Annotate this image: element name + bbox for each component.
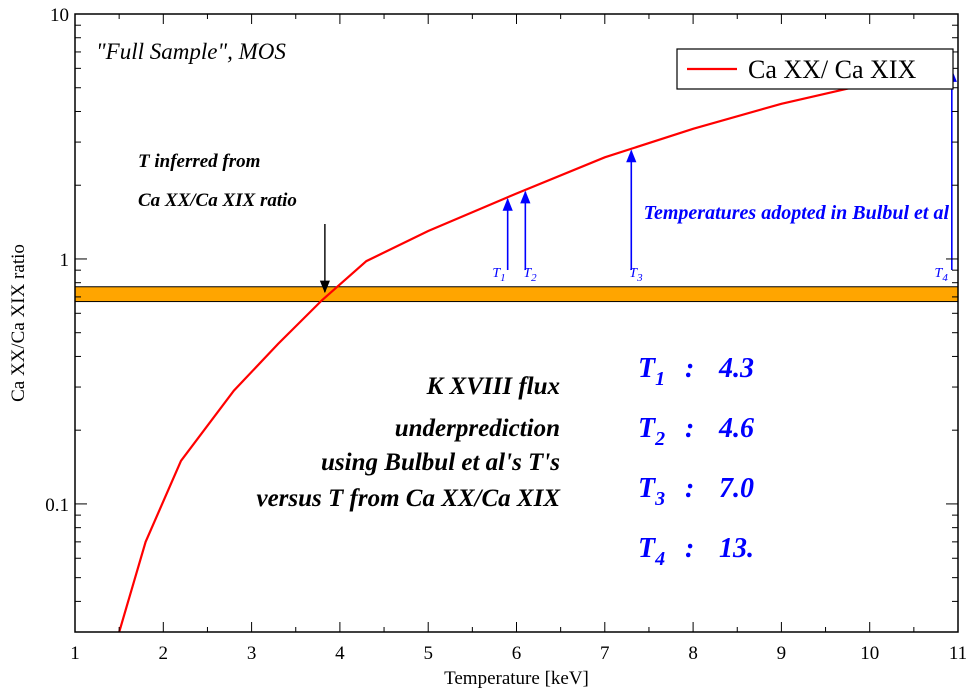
temperature-value-name-1: T1 — [638, 353, 665, 390]
temperature-value-name-3: T3 — [638, 473, 665, 510]
adopted-temperature-label-1: T1 — [492, 266, 505, 284]
adopted-temperature-label-3: T3 — [629, 266, 643, 284]
x-tick-label-2: 2 — [159, 643, 169, 664]
x-tick-label-1: 1 — [70, 643, 80, 664]
axes-layer: 1 2 3 4 5 6 7 8 9 10 11 0.1 1 10 Temperature [keV] Ca X… — [8, 5, 967, 689]
y-tick-label-1: 1 — [60, 250, 70, 271]
flux-note-line-2: underprediction — [395, 415, 560, 442]
adopted-temperature-label-4: T4 — [935, 266, 949, 284]
annotation-layer: T1 T2 T3 T4 — [319, 69, 957, 294]
band-layer — [75, 286, 958, 303]
temperature-value-number-3: 7.0 — [719, 473, 754, 504]
x-tick-label-4: 4 — [335, 643, 345, 664]
corner-label: "Full Sample", MOS — [96, 39, 286, 64]
temperature-value-number-1: 4.3 — [718, 353, 754, 384]
text-layer: Ca XX/ Ca XIX "Full Sample", MOS T inferre… — [96, 39, 954, 570]
inferred-annotation-line-2: Ca XX/Ca XIX ratio — [138, 190, 297, 211]
legend: Ca XX/ Ca XIX — [676, 48, 954, 90]
x-tick-label-8: 8 — [688, 643, 698, 664]
x-tick-label-6: 6 — [512, 643, 522, 664]
x-tick-label-5: 5 — [423, 643, 433, 664]
x-tick-label-9: 9 — [777, 643, 787, 664]
series-layer — [118, 67, 950, 632]
temperature-value-name-4: T4 — [638, 533, 665, 570]
plot-background — [75, 14, 958, 632]
series-line-0 — [118, 67, 950, 632]
temperature-value-row-1: T1:4.3 — [638, 353, 754, 390]
temperature-band — [75, 286, 958, 303]
y-tick-label-10: 10 — [50, 5, 69, 26]
x-axis-label: Temperature [keV] — [444, 668, 589, 689]
temperature-value-row-3: T3:7.0 — [638, 473, 754, 510]
temperature-value-sep-2: : — [685, 413, 694, 444]
flux-note-line-4: versus T from Ca XX/Ca XIX — [256, 485, 561, 512]
x-tick-label-7: 7 — [600, 643, 610, 664]
temperature-value-name-2: T2 — [638, 413, 665, 450]
temperature-value-number-2: 4.6 — [718, 413, 754, 444]
temperature-value-sep-3: : — [685, 473, 694, 504]
temperature-value-sep-4: : — [685, 533, 694, 564]
y-axis-label: Ca XX/Ca XIX ratio — [8, 244, 29, 402]
legend-entry-0: Ca XX/ Ca XIX — [748, 55, 916, 84]
temperature-value-row-2: T2:4.6 — [638, 413, 754, 450]
temperature-value-number-4: 13. — [719, 533, 754, 564]
x-tick-label-11: 11 — [949, 643, 967, 664]
temperature-value-sep-1: : — [685, 353, 694, 384]
inferred-annotation-line-1: T inferred from — [138, 151, 260, 172]
flux-note-line-1: K XVIII flux — [426, 373, 560, 400]
temperature-value-row-4: T4:13. — [638, 533, 754, 570]
x-tick-label-10: 10 — [860, 643, 879, 664]
flux-note-line-3: using Bulbul et al's T's — [321, 449, 560, 476]
x-tick-label-3: 3 — [247, 643, 257, 664]
adopted-temperature-label-2: T2 — [523, 266, 537, 284]
adopted-temperatures-title: Temperatures adopted in Bulbul et al — [644, 202, 950, 224]
y-tick-label-0.1: 0.1 — [45, 495, 69, 516]
